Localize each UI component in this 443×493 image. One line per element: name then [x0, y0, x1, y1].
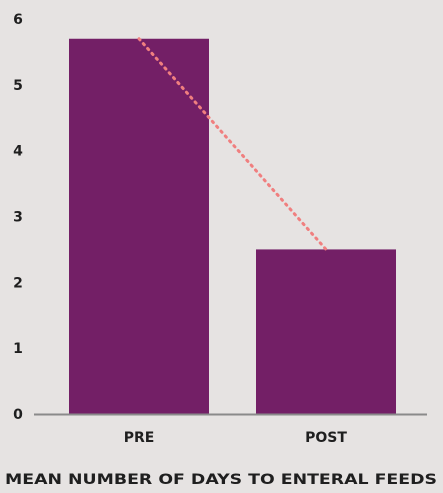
y-tick-label-6: 6: [13, 12, 23, 28]
category-label-post: POST: [305, 430, 347, 446]
y-tick-label-4: 4: [13, 144, 23, 160]
bar-post: [256, 249, 396, 414]
category-label-pre: PRE: [124, 430, 155, 446]
y-tick-label-1: 1: [13, 341, 23, 357]
bars: [69, 38, 396, 414]
trend-line-group: [137, 37, 328, 251]
bar-pre: [69, 38, 209, 414]
trend-line: [137, 37, 328, 251]
y-tick-label-0: 0: [13, 407, 23, 423]
y-tick-label-3: 3: [13, 210, 23, 226]
y-tick-label-5: 5: [13, 78, 23, 94]
category-labels: PRE POST: [124, 430, 348, 446]
y-axis-ticks: 0 1 2 3 4 5 6: [13, 12, 23, 423]
y-tick-label-2: 2: [13, 275, 23, 291]
x-axis-title: MEAN NUMBER OF DAYS TO ENTERAL FEEDS: [5, 472, 437, 488]
